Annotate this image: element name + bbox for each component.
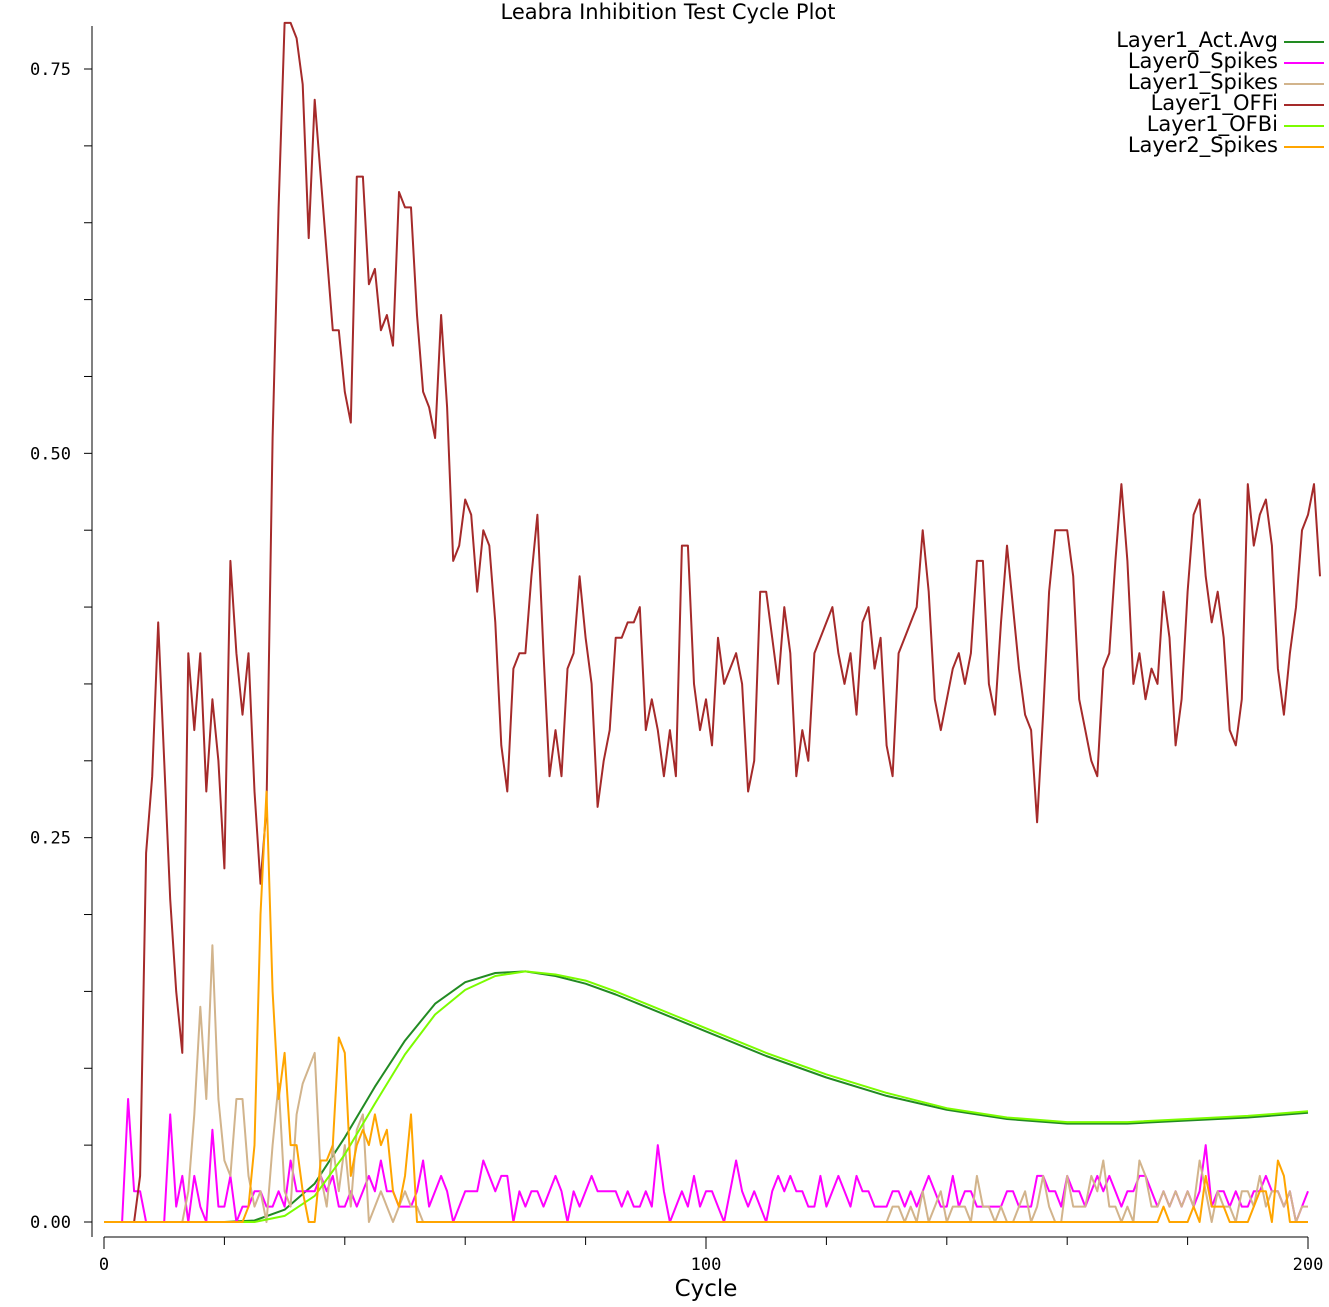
x-tick-label: 0: [99, 1255, 109, 1275]
legend-label: Layer1_Act.Avg: [1116, 28, 1278, 53]
series-line-layer1-offi: [104, 21, 1321, 1223]
legend-label: Layer1_OFBi: [1147, 112, 1278, 137]
legend-label: Layer2_Spikes: [1128, 133, 1278, 158]
chart-title: Leabra Inhibition Test Cycle Plot: [500, 0, 835, 24]
series-line-layer1-act-avg: [104, 970, 1309, 1223]
x-axis-title: Cycle: [675, 1276, 738, 1302]
legend-label: Layer1_Spikes: [1128, 70, 1278, 95]
legend: Layer1_Act.AvgLayer0_SpikesLayer1_Spikes…: [1116, 28, 1324, 158]
series-line-layer1-spikes: [104, 944, 1308, 1223]
plot-lines: [104, 21, 1321, 1223]
series-line-layer0-spikes: [104, 1098, 1309, 1223]
legend-label: Layer1_OFFi: [1151, 91, 1278, 116]
legend-label: Layer0_Spikes: [1128, 49, 1278, 74]
series-line-layer2-spikes: [104, 790, 1308, 1223]
y-tick-label: 0.00: [30, 1213, 71, 1233]
y-tick-label: 0.50: [30, 444, 71, 464]
series-line-layer1-ofbi: [104, 970, 1309, 1223]
axes: 0.00 0.25 0.50 0.75 0 100 200: [30, 26, 1323, 1275]
y-tick-label: 0.75: [30, 60, 71, 80]
x-tick-label: 100: [691, 1255, 722, 1275]
y-tick-label: 0.25: [30, 829, 71, 849]
x-tick-label: 200: [1293, 1255, 1324, 1275]
